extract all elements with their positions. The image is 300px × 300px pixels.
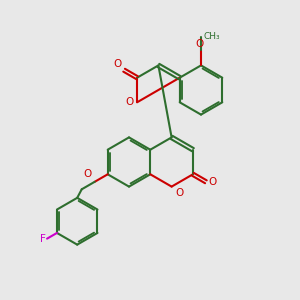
Text: O: O [83,169,92,179]
Text: O: O [113,59,122,69]
Text: O: O [125,97,134,107]
Text: O: O [195,39,204,49]
Text: O: O [175,188,184,198]
Text: F: F [40,234,46,244]
Text: O: O [208,177,217,187]
Text: CH₃: CH₃ [203,32,220,41]
